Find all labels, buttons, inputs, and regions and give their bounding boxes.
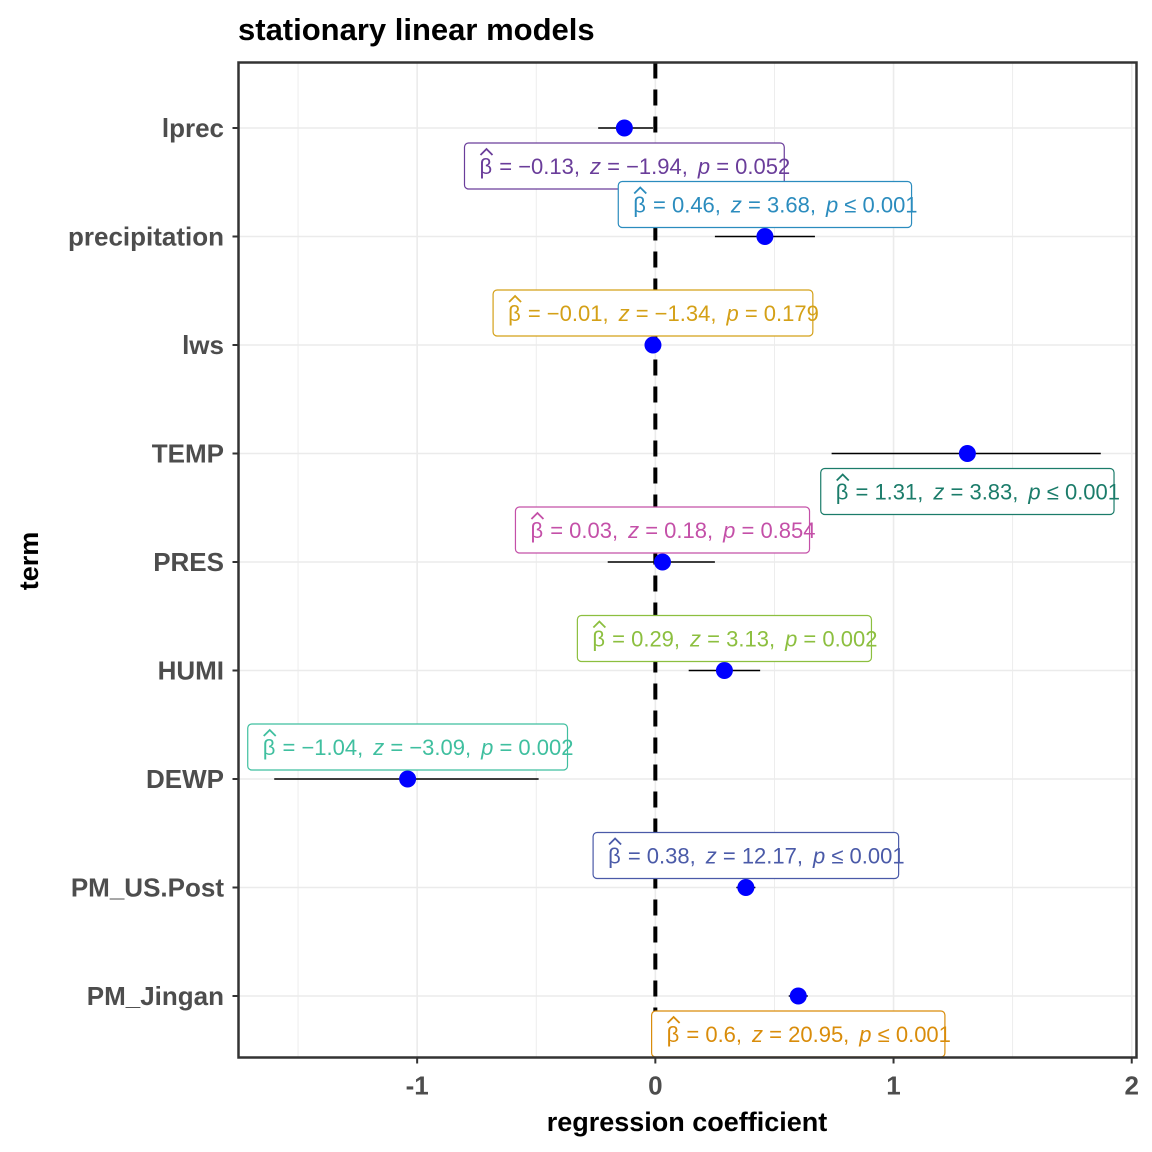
stat-label-box	[492, 289, 814, 337]
estimate-point	[789, 987, 807, 1005]
stat-label: β = 0.03, z = 0.18, p = 0.854	[514, 506, 816, 554]
stat-label: β = −0.01, z = −1.34, p = 0.179	[492, 289, 819, 337]
stat-label-text: β = 0.6, z = 20.95, p ≤ 0.001	[667, 1022, 951, 1047]
beta-hat-icon	[508, 294, 522, 303]
estimate-point	[958, 445, 976, 462]
beta-hat-icon	[592, 620, 607, 629]
x-axis: -1 0 1 2	[406, 1057, 1139, 1101]
stat-label-text: β = −1.04, z = −3.09, p = 0.002	[263, 735, 574, 760]
stat-label: β = 0.6, z = 20.95, p ≤ 0.001	[651, 1010, 951, 1058]
stat-labels: β = −0.13, z = −1.94, p = 0.052 β = 0.46, z …	[247, 142, 1120, 1058]
chart-title: stationary linear models	[238, 12, 595, 47]
y-axis: lprec precipitation lws TEMP PRES HUMI DEWP PM_…	[68, 113, 239, 1011]
stat-label-text: β = 0.38, z = 12.17, p ≤ 0.001	[608, 844, 905, 869]
beta-hat-icon	[479, 147, 494, 156]
y-tick-label: HUMI	[158, 656, 224, 686]
stat-label: β = −0.13, z = −1.94, p = 0.052	[463, 142, 790, 190]
stat-label: β = 1.31, z = 3.83, p ≤ 0.001	[820, 467, 1120, 516]
stat-label-text: β = −0.01, z = −1.34, p = 0.179	[508, 301, 819, 326]
estimate-point	[615, 119, 633, 137]
x-tick-label: -1	[406, 1071, 429, 1101]
points	[399, 119, 976, 1005]
x-axis-title: regression coefficient	[547, 1107, 828, 1137]
beta-hat-icon	[530, 511, 545, 520]
stat-label-box	[617, 180, 913, 229]
estimate-point	[644, 336, 662, 354]
x-tick-label: 2	[1125, 1071, 1139, 1101]
stat-label-box	[514, 506, 811, 554]
stat-label-box	[820, 467, 1115, 516]
estimate-point	[737, 879, 755, 896]
x-tick-label: 1	[886, 1071, 900, 1101]
stat-label: β = 0.29, z = 3.13, p = 0.002	[576, 614, 877, 663]
stat-label-text: β = 0.29, z = 3.13, p = 0.002	[592, 627, 877, 652]
stat-label-text: β = 1.31, z = 3.83, p ≤ 0.001	[836, 480, 1120, 505]
beta-hat-icon	[666, 1015, 681, 1024]
y-tick-label: precipitation	[68, 222, 224, 252]
stat-label: β = 0.38, z = 12.17, p ≤ 0.001	[592, 831, 905, 880]
stat-label-box	[576, 614, 873, 663]
stat-label: β = −1.04, z = −3.09, p = 0.002	[247, 723, 574, 771]
estimate-point	[756, 228, 774, 245]
beta-hat-icon	[608, 837, 622, 846]
stat-label: β = 0.46, z = 3.68, p ≤ 0.001	[617, 180, 918, 229]
grid-lines	[238, 62, 1137, 1058]
estimate-point	[653, 553, 671, 571]
plot-panel-border	[237, 61, 1138, 1059]
y-tick-label: PM_Jingan	[87, 981, 224, 1011]
stat-label-box	[247, 723, 569, 771]
stat-label-text: β = −0.13, z = −1.94, p = 0.052	[479, 154, 790, 179]
stat-label-text: β = 0.46, z = 3.68, p ≤ 0.001	[633, 193, 917, 218]
y-tick-label: lws	[182, 330, 224, 360]
stat-label-box	[592, 831, 900, 880]
y-tick-label: DEWP	[146, 764, 224, 794]
x-tick-label: 0	[648, 1071, 662, 1101]
estimate-point	[399, 770, 417, 788]
y-axis-title: term	[14, 532, 44, 591]
y-tick-label: lprec	[162, 113, 224, 143]
beta-hat-icon	[263, 728, 277, 737]
estimate-point	[715, 662, 733, 679]
beta-hat-icon	[633, 186, 647, 195]
stat-label-text: β = 0.03, z = 0.18, p = 0.854	[530, 518, 815, 543]
y-tick-label: PRES	[153, 547, 224, 577]
y-tick-label: TEMP	[152, 439, 224, 469]
y-tick-label: PM_US.Post	[71, 873, 224, 903]
beta-hat-icon	[836, 473, 850, 482]
